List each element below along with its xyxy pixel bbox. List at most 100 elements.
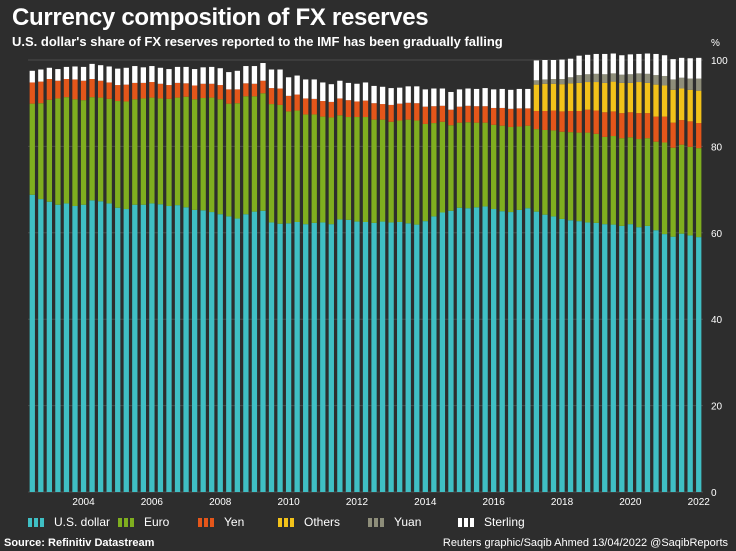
bar-eur-35 [328,117,334,225]
bar-eur-0 [29,103,35,195]
bar-usd-48 [439,212,446,492]
x-tick-label-2020: 2020 [619,497,642,508]
source-note: Source: Refinitiv Datastream [4,537,155,549]
bar-eur-48 [439,121,446,213]
legend-label-cny: Yuan [394,515,422,529]
bar-eur-13 [140,98,146,205]
bar-eur-12 [132,99,138,205]
bar-gbp-48 [439,88,446,106]
bar-jpy-34 [320,101,326,117]
bar-gbp-35 [328,84,334,102]
bar-eur-3 [55,98,61,205]
bar-jpy-77 [687,121,693,147]
bar-usd-7 [89,200,95,492]
bar-eur-59 [533,129,540,212]
bar-usd-30 [285,223,292,493]
bar-eur-28 [268,104,275,223]
bar-usd-69 [619,225,625,492]
bar-jpy-55 [499,107,505,126]
bar-gbp-20 [200,67,206,84]
bar-eur-40 [371,119,377,223]
bar-cny-73 [653,75,659,85]
bar-usd-51 [465,208,471,492]
x-axis: 2004 2006 2008 2010 2012 2014 2016 2018 2020 2022 [72,497,710,508]
legend-label-gbp: Sterling [484,515,525,529]
bar-jpy-49 [448,109,454,126]
bar-usd-14 [149,203,155,493]
bar-usd-28 [268,222,275,492]
bar-gbp-11 [123,67,129,85]
bar-jpy-64 [576,110,582,133]
bar-gbp-13 [140,67,146,83]
bar-usd-63 [567,220,574,492]
bar-gbp-21 [209,66,215,84]
legend-item-cny: Yuan [368,515,458,529]
bar-gbp-25 [243,66,249,84]
bar-jpy-22 [217,85,223,100]
bar-jpy-28 [268,88,275,105]
bar-usd-59 [533,211,540,492]
bar-eur-9 [106,98,112,204]
bar-jpy-52 [473,106,480,123]
bar-eur-27 [260,93,266,211]
bar-gbp-4 [63,66,70,80]
bar-eur-54 [491,124,497,210]
bar-cny-76 [678,77,685,89]
bar-gbp-46 [422,89,428,107]
bar-jpy-44 [405,102,411,120]
bar-gbp-55 [499,88,505,108]
bar-gbp-54 [491,89,497,108]
bar-gbp-69 [619,55,625,75]
bar-usd-75 [670,236,676,492]
bar-jpy-31 [294,94,300,111]
bar-oth-78 [696,90,702,124]
bar-usd-76 [678,233,685,492]
bar-jpy-59 [533,110,540,130]
bar-eur-75 [670,147,676,237]
bar-gbp-33 [311,79,317,99]
bar-usd-68 [610,224,616,492]
bar-eur-33 [311,114,317,223]
bar-cny-78 [696,78,702,91]
bar-oth-75 [670,89,676,123]
bar-gbp-29 [277,69,283,89]
bar-eur-72 [644,138,651,226]
bar-eur-74 [661,142,668,235]
bar-eur-25 [243,96,249,215]
bar-jpy-66 [593,110,599,134]
bar-usd-55 [499,211,505,492]
bar-gbp-50 [456,89,463,107]
y-tick-label: 0 [711,488,717,499]
bar-jpy-32 [303,98,309,115]
bar-gbp-32 [303,79,309,99]
bar-usd-19 [191,209,198,492]
bar-gbp-52 [473,88,480,107]
y-tick-label: 40 [711,315,723,326]
bar-jpy-53 [482,106,488,123]
bar-eur-60 [542,129,548,215]
bar-usd-36 [337,219,343,492]
bar-usd-1 [38,199,44,492]
bar-jpy-76 [678,120,685,145]
bar-eur-57 [516,126,522,210]
bar-jpy-37 [345,100,352,118]
bar-gbp-78 [696,57,702,79]
bar-gbp-14 [149,66,155,83]
legend-label-usd: U.S. dollar [54,515,111,529]
bar-usd-33 [311,222,317,493]
bar-gbp-65 [585,54,591,75]
bar-oth-70 [627,82,634,113]
legend-item-eur: Euro [118,515,198,529]
bar-gbp-66 [593,53,599,74]
x-tick-label-2014: 2014 [414,497,437,508]
y-tick-label: 20 [711,402,723,413]
bar-gbp-1 [38,69,44,82]
bar-jpy-18 [183,83,189,97]
bar-cny-65 [585,74,591,83]
x-tick-label-2008: 2008 [209,497,232,508]
bar-eur-65 [585,132,591,223]
bar-usd-72 [644,225,651,492]
legend-label-oth: Others [304,515,341,529]
bar-eur-62 [559,131,565,219]
bar-gbp-18 [183,66,189,84]
